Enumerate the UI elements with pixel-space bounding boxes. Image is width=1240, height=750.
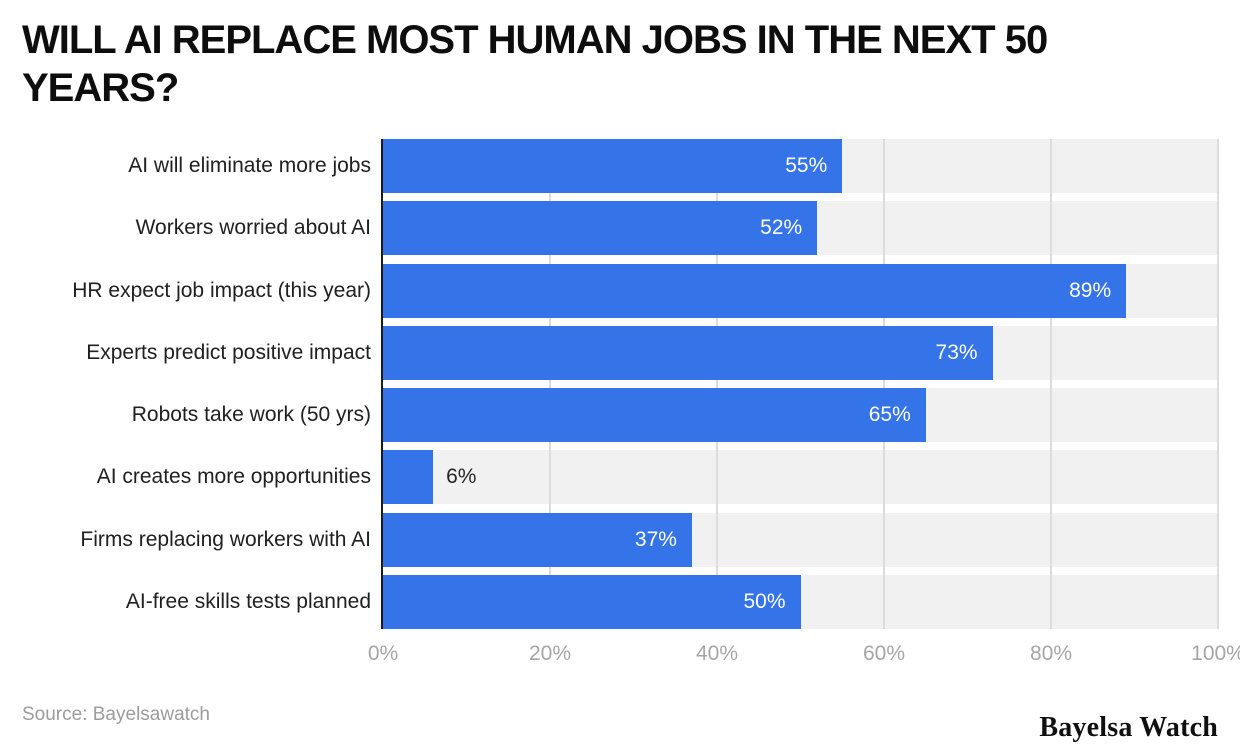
bar-row: 55%: [383, 139, 1218, 193]
category-label: HR expect job impact (this year): [72, 278, 371, 302]
gridline: [716, 139, 718, 629]
value-label: 6%: [446, 465, 477, 489]
gridlines: [383, 139, 1219, 629]
bar: 73%: [383, 325, 993, 380]
bar-row: 89%: [383, 263, 1218, 318]
bar-row: 6%: [383, 450, 1218, 505]
category-label: AI will eliminate more jobs: [128, 154, 371, 177]
x-tick-label: 20%: [528, 642, 572, 665]
source-text: Source: Bayelsawatch: [22, 704, 210, 725]
value-label: 52%: [760, 216, 803, 240]
category-label: Experts predict positive impact: [86, 340, 371, 364]
bar-track: [383, 450, 1218, 505]
bar: 50%: [383, 574, 801, 629]
bar: 52%: [383, 201, 818, 256]
x-tick-label: 0%: [367, 642, 399, 665]
bar: 89%: [383, 263, 1127, 318]
category-label-column: AI will eliminate more jobs Workers worri…: [0, 139, 371, 629]
x-tick-label: 40%: [695, 642, 739, 665]
bar: 55%: [383, 139, 843, 193]
x-tick-label: 60%: [862, 642, 906, 665]
gridline: [1050, 139, 1052, 629]
x-tick-label: 100%: [1191, 642, 1240, 665]
value-label: 50%: [743, 589, 786, 613]
x-tick-label: 80%: [1029, 642, 1073, 665]
bars-area: 55% 52% 89% 73% 65% 6% 37% 50%: [383, 139, 1218, 629]
category-label: Robots take work (50 yrs): [131, 403, 371, 427]
category-label: AI-free skills tests planned: [125, 589, 371, 613]
bar-row: 50%: [383, 574, 1218, 629]
value-label: 37%: [634, 527, 677, 551]
bar: 65%: [383, 388, 926, 443]
category-label: Firms replacing workers with AI: [80, 527, 371, 551]
gridline: [549, 139, 551, 629]
bar: 37%: [383, 512, 692, 567]
category-label: AI creates more opportunities: [96, 465, 371, 489]
value-label: 55%: [785, 154, 828, 177]
value-label: 65%: [868, 403, 911, 427]
category-label: Workers worried about AI: [135, 216, 371, 240]
bar-row: 73%: [383, 325, 1218, 380]
bar: 6%: [383, 450, 476, 505]
value-label: 89%: [1069, 278, 1112, 302]
value-label: 73%: [935, 340, 978, 364]
bar-row: 65%: [383, 388, 1218, 443]
gridline: [883, 139, 885, 629]
chart-title: WILL AI REPLACE MOST HUMAN JOBS IN THE N…: [22, 18, 1048, 110]
y-axis-line: [381, 139, 383, 629]
x-axis-ticks: 0% 20% 40% 60% 80% 100%: [368, 642, 1240, 668]
bar-row: 52%: [383, 201, 1218, 256]
gridline: [1217, 139, 1219, 629]
brand-logo: Bayelsa Watch: [1039, 712, 1218, 743]
bar-row: 37%: [383, 512, 1218, 567]
